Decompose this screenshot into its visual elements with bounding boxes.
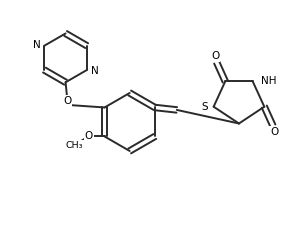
Text: O: O <box>85 131 93 142</box>
Text: O: O <box>270 127 279 137</box>
Text: CH₃: CH₃ <box>65 141 83 149</box>
Text: N: N <box>91 66 99 76</box>
Text: O: O <box>211 51 219 61</box>
Text: N: N <box>33 40 41 50</box>
Text: NH: NH <box>261 76 277 86</box>
Text: S: S <box>202 102 208 112</box>
Text: O: O <box>63 96 71 106</box>
